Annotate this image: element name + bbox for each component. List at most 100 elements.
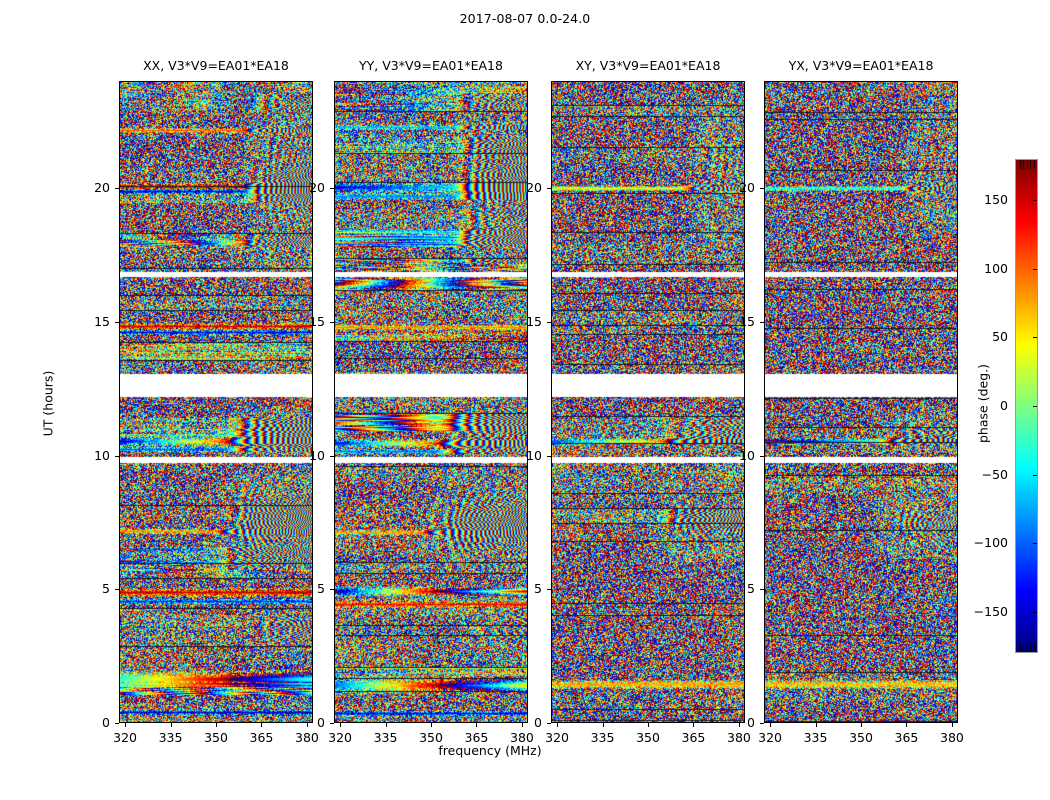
x-tick-mark xyxy=(385,723,387,727)
colorbar-tick-label: −50 xyxy=(981,466,1008,482)
y-tick-mark xyxy=(547,589,551,591)
panel-title-yx: YX, V3*V9=EA01*EA18 xyxy=(788,58,934,73)
x-tick-label: 350 xyxy=(419,730,443,745)
x-tick-label: 380 xyxy=(940,730,964,745)
y-tick-label: 10 xyxy=(309,447,325,463)
y-tick-label: 10 xyxy=(94,447,110,463)
x-tick-mark xyxy=(216,723,217,727)
y-tick-label: 10 xyxy=(526,447,542,463)
heatmap-image-xx xyxy=(120,82,312,722)
panel-title-yy: YY, V3*V9=EA01*EA18 xyxy=(359,58,503,73)
colorbar-gradient xyxy=(1016,160,1037,652)
y-tick-mark xyxy=(115,321,119,323)
y-tick-mark xyxy=(330,589,334,591)
x-tick-label: 365 xyxy=(894,730,919,745)
y-tick-mark xyxy=(330,321,334,323)
y-tick-label: 20 xyxy=(309,180,325,195)
panel-title-xx: XX, V3*V9=EA01*EA18 xyxy=(143,58,289,73)
colorbar-tick-mark xyxy=(1033,474,1037,476)
x-tick-mark xyxy=(261,723,263,727)
x-tick-mark xyxy=(340,723,342,727)
x-axis-label: frequency (MHz) xyxy=(438,743,542,758)
x-tick-mark xyxy=(476,723,478,727)
x-tick-label: 335 xyxy=(373,730,398,745)
colorbar-tick-label: 150 xyxy=(984,192,1008,208)
y-tick-label: 15 xyxy=(309,313,325,329)
x-tick-label: 320 xyxy=(545,730,569,745)
y-tick-mark xyxy=(330,188,334,189)
x-tick-mark xyxy=(521,723,523,727)
y-tick-label: 20 xyxy=(526,180,542,195)
colorbar-tick-mark xyxy=(1033,337,1037,339)
y-tick-label: 0 xyxy=(102,715,110,730)
x-tick-label: 350 xyxy=(849,730,873,745)
y-tick-label: 5 xyxy=(317,581,325,597)
y-tick-mark xyxy=(115,723,119,724)
y-tick-mark xyxy=(547,723,551,724)
y-tick-label: 0 xyxy=(534,715,542,730)
x-tick-label: 365 xyxy=(249,730,274,745)
x-tick-label: 380 xyxy=(510,730,534,745)
heatmap-panel-xx[interactable] xyxy=(119,81,313,723)
y-tick-label: 10 xyxy=(739,447,755,463)
y-tick-mark xyxy=(547,188,551,189)
heatmap-image-xy xyxy=(552,82,744,722)
colorbar[interactable] xyxy=(1015,159,1038,653)
colorbar-tick-mark xyxy=(1033,268,1037,270)
x-tick-mark xyxy=(951,723,953,727)
colorbar-tick-mark xyxy=(1033,406,1037,407)
y-tick-label: 20 xyxy=(739,180,755,195)
y-axis-label: UT (hours) xyxy=(40,370,56,437)
y-tick-label: 5 xyxy=(102,581,110,597)
y-tick-mark xyxy=(115,455,119,457)
colorbar-tick-label: 100 xyxy=(984,260,1008,276)
x-tick-label: 320 xyxy=(113,730,137,745)
y-tick-label: 15 xyxy=(526,313,542,329)
y-tick-label: 0 xyxy=(747,715,755,730)
y-tick-mark xyxy=(760,321,764,323)
y-tick-mark xyxy=(760,188,764,189)
heatmap-panel-xy[interactable] xyxy=(551,81,745,723)
x-tick-label: 350 xyxy=(204,730,228,745)
x-tick-mark xyxy=(431,723,432,727)
y-tick-mark xyxy=(547,455,551,457)
y-tick-mark xyxy=(760,723,764,724)
x-tick-label: 335 xyxy=(158,730,183,745)
y-tick-mark xyxy=(115,188,119,189)
x-tick-mark xyxy=(906,723,908,727)
colorbar-tick-mark xyxy=(1033,543,1037,545)
x-tick-mark xyxy=(557,723,559,727)
y-tick-mark xyxy=(330,455,334,457)
x-tick-mark xyxy=(815,723,817,727)
x-tick-label: 350 xyxy=(636,730,660,745)
x-tick-label: 335 xyxy=(803,730,828,745)
heatmap-image-yy xyxy=(335,82,527,722)
heatmap-panel-yx[interactable] xyxy=(764,81,958,723)
y-tick-label: 0 xyxy=(317,715,325,730)
colorbar-tick-label: −100 xyxy=(973,535,1008,551)
heatmap-panel-yy[interactable] xyxy=(334,81,528,723)
x-tick-mark xyxy=(770,723,772,727)
x-tick-label: 365 xyxy=(681,730,706,745)
y-tick-mark xyxy=(547,321,551,323)
y-tick-mark xyxy=(760,589,764,591)
heatmap-image-yx xyxy=(765,82,957,722)
x-tick-label: 320 xyxy=(328,730,352,745)
x-tick-label: 365 xyxy=(464,730,489,745)
y-tick-label: 15 xyxy=(739,313,755,329)
x-tick-mark xyxy=(861,723,862,727)
y-tick-label: 5 xyxy=(534,581,542,597)
panel-title-xy: XY, V3*V9=EA01*EA18 xyxy=(575,58,721,73)
x-tick-mark xyxy=(170,723,172,727)
colorbar-tick-mark xyxy=(1033,611,1037,613)
x-tick-mark xyxy=(648,723,649,727)
figure-suptitle: 2017-08-07 0.0-24.0 xyxy=(459,11,591,26)
colorbar-tick-mark xyxy=(1033,200,1037,202)
x-tick-label: 320 xyxy=(758,730,782,745)
y-tick-label: 20 xyxy=(94,180,110,195)
colorbar-tick-label: 50 xyxy=(992,329,1008,345)
x-tick-label: 380 xyxy=(727,730,751,745)
y-tick-mark xyxy=(115,589,119,591)
x-tick-mark xyxy=(125,723,127,727)
